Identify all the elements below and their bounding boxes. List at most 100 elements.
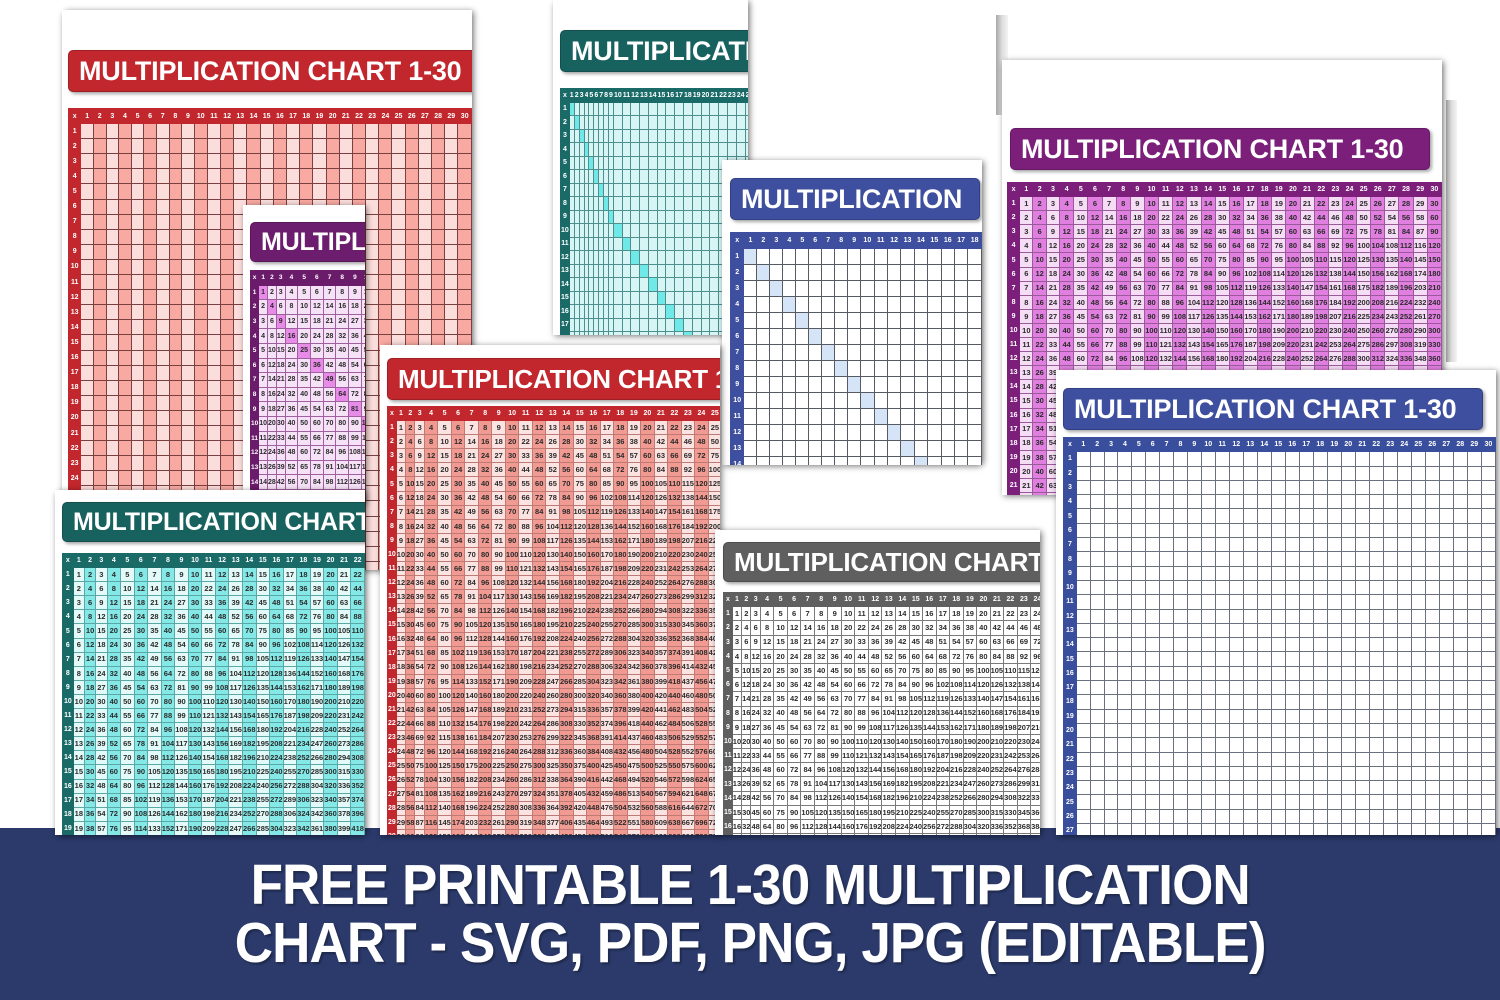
product-cell xyxy=(756,312,771,329)
column-header: 15 xyxy=(259,107,274,125)
product-cell xyxy=(92,304,107,321)
product-cell: 3 xyxy=(1019,224,1034,240)
product-cell: 11 xyxy=(518,420,533,436)
product-cell: 196 xyxy=(1398,280,1414,296)
product-cell: 64 xyxy=(335,386,350,403)
product-cell xyxy=(674,182,684,197)
product-cell: 55 xyxy=(437,561,452,577)
product-cell xyxy=(756,328,771,345)
product-cell: 18 xyxy=(267,401,277,417)
product-cell xyxy=(118,228,132,245)
table-row: 6 xyxy=(560,169,748,184)
product-cell: 14 xyxy=(1032,280,1047,296)
table-row: 17 xyxy=(560,317,748,332)
product-cell: 87 xyxy=(1412,224,1428,240)
product-cell xyxy=(391,243,406,260)
product-cell: 22 xyxy=(1032,337,1047,353)
product-cell: 190 xyxy=(504,673,520,689)
product-cell xyxy=(665,250,676,265)
column-header: 17 xyxy=(1242,181,1259,198)
product-cell xyxy=(130,243,145,260)
product-cell xyxy=(80,349,94,366)
product-cell xyxy=(80,364,94,381)
product-cell xyxy=(834,264,849,281)
product-cell xyxy=(795,248,810,265)
product-cell: 264 xyxy=(667,575,682,591)
product-cell: 130 xyxy=(360,459,365,476)
product-cell: 276 xyxy=(1327,351,1343,367)
product-cell: 36 xyxy=(423,532,439,548)
product-cell xyxy=(709,263,720,278)
product-cell: 14 xyxy=(405,504,416,520)
product-cell xyxy=(691,304,702,319)
product-cell xyxy=(709,236,720,251)
product-cell: 18 xyxy=(491,434,506,450)
product-cell xyxy=(285,153,301,170)
product-cell xyxy=(656,317,667,332)
product-cell xyxy=(953,312,969,329)
column-header: 18 xyxy=(1257,181,1273,198)
product-cell xyxy=(80,274,94,291)
product-cell: 272 xyxy=(599,631,615,647)
product-cell: 340 xyxy=(640,645,655,661)
product-cell: 156 xyxy=(531,589,547,605)
product-cell: 135 xyxy=(1384,252,1400,268)
product-cell xyxy=(130,198,145,215)
product-cell xyxy=(953,456,969,465)
product-cell: 8 xyxy=(1032,238,1047,254)
product-cell: 140 xyxy=(640,504,655,520)
row-header: 20 xyxy=(67,409,82,426)
product-cell: 176 xyxy=(667,518,682,534)
product-cell: 132 xyxy=(518,575,533,591)
product-cell xyxy=(674,223,684,238)
column-header: 9 xyxy=(181,107,195,125)
product-cell xyxy=(404,319,419,336)
product-cell xyxy=(630,196,640,211)
product-cell: 160 xyxy=(1228,322,1244,339)
product-cell: 100 xyxy=(1356,238,1372,254)
table-row: 1111223344556677889911012113214315416517… xyxy=(249,430,365,447)
product-cell xyxy=(709,290,720,305)
product-cell xyxy=(457,274,472,291)
product-cell xyxy=(612,182,623,197)
column-header: 19 xyxy=(1271,181,1287,198)
chart-title-text: MULTIPLICATION CHART 1-30 xyxy=(261,227,365,256)
product-cell: 280 xyxy=(640,603,655,619)
product-cell xyxy=(168,440,183,457)
table-row: 1 xyxy=(729,248,982,265)
product-cell: 38 xyxy=(1271,210,1287,226)
product-cell xyxy=(682,236,693,251)
product-cell: 27 xyxy=(1045,308,1061,324)
product-cell xyxy=(143,213,157,230)
row-header: 21 xyxy=(67,424,82,442)
product-cell xyxy=(769,312,784,329)
product-cell xyxy=(168,424,183,442)
product-cell xyxy=(80,183,94,200)
product-cell xyxy=(744,101,748,116)
product-cell xyxy=(143,274,157,291)
product-cell: 48 xyxy=(335,357,350,374)
product-cell: 56 xyxy=(1115,280,1131,296)
product-cell xyxy=(927,360,942,377)
table-row: 18 xyxy=(560,331,748,335)
product-cell: 120 xyxy=(694,476,709,492)
product-cell xyxy=(691,236,702,251)
product-cell xyxy=(118,138,132,155)
column-header: 7 xyxy=(1101,181,1117,198)
product-cell xyxy=(246,153,261,170)
product-cell xyxy=(682,128,693,143)
product-cell: 225 xyxy=(572,617,587,633)
product-cell: 14 xyxy=(1101,210,1117,226)
product-cell: 28 xyxy=(464,462,479,478)
product-cell xyxy=(927,456,942,465)
product-cell xyxy=(444,274,459,291)
product-cell xyxy=(181,319,195,336)
product-cell: 348 xyxy=(1412,351,1428,367)
product-cell: 130 xyxy=(1186,322,1202,339)
product-cell xyxy=(431,289,446,306)
product-cell: 247 xyxy=(545,673,560,689)
product-cell xyxy=(80,198,94,215)
product-cell xyxy=(92,168,107,185)
